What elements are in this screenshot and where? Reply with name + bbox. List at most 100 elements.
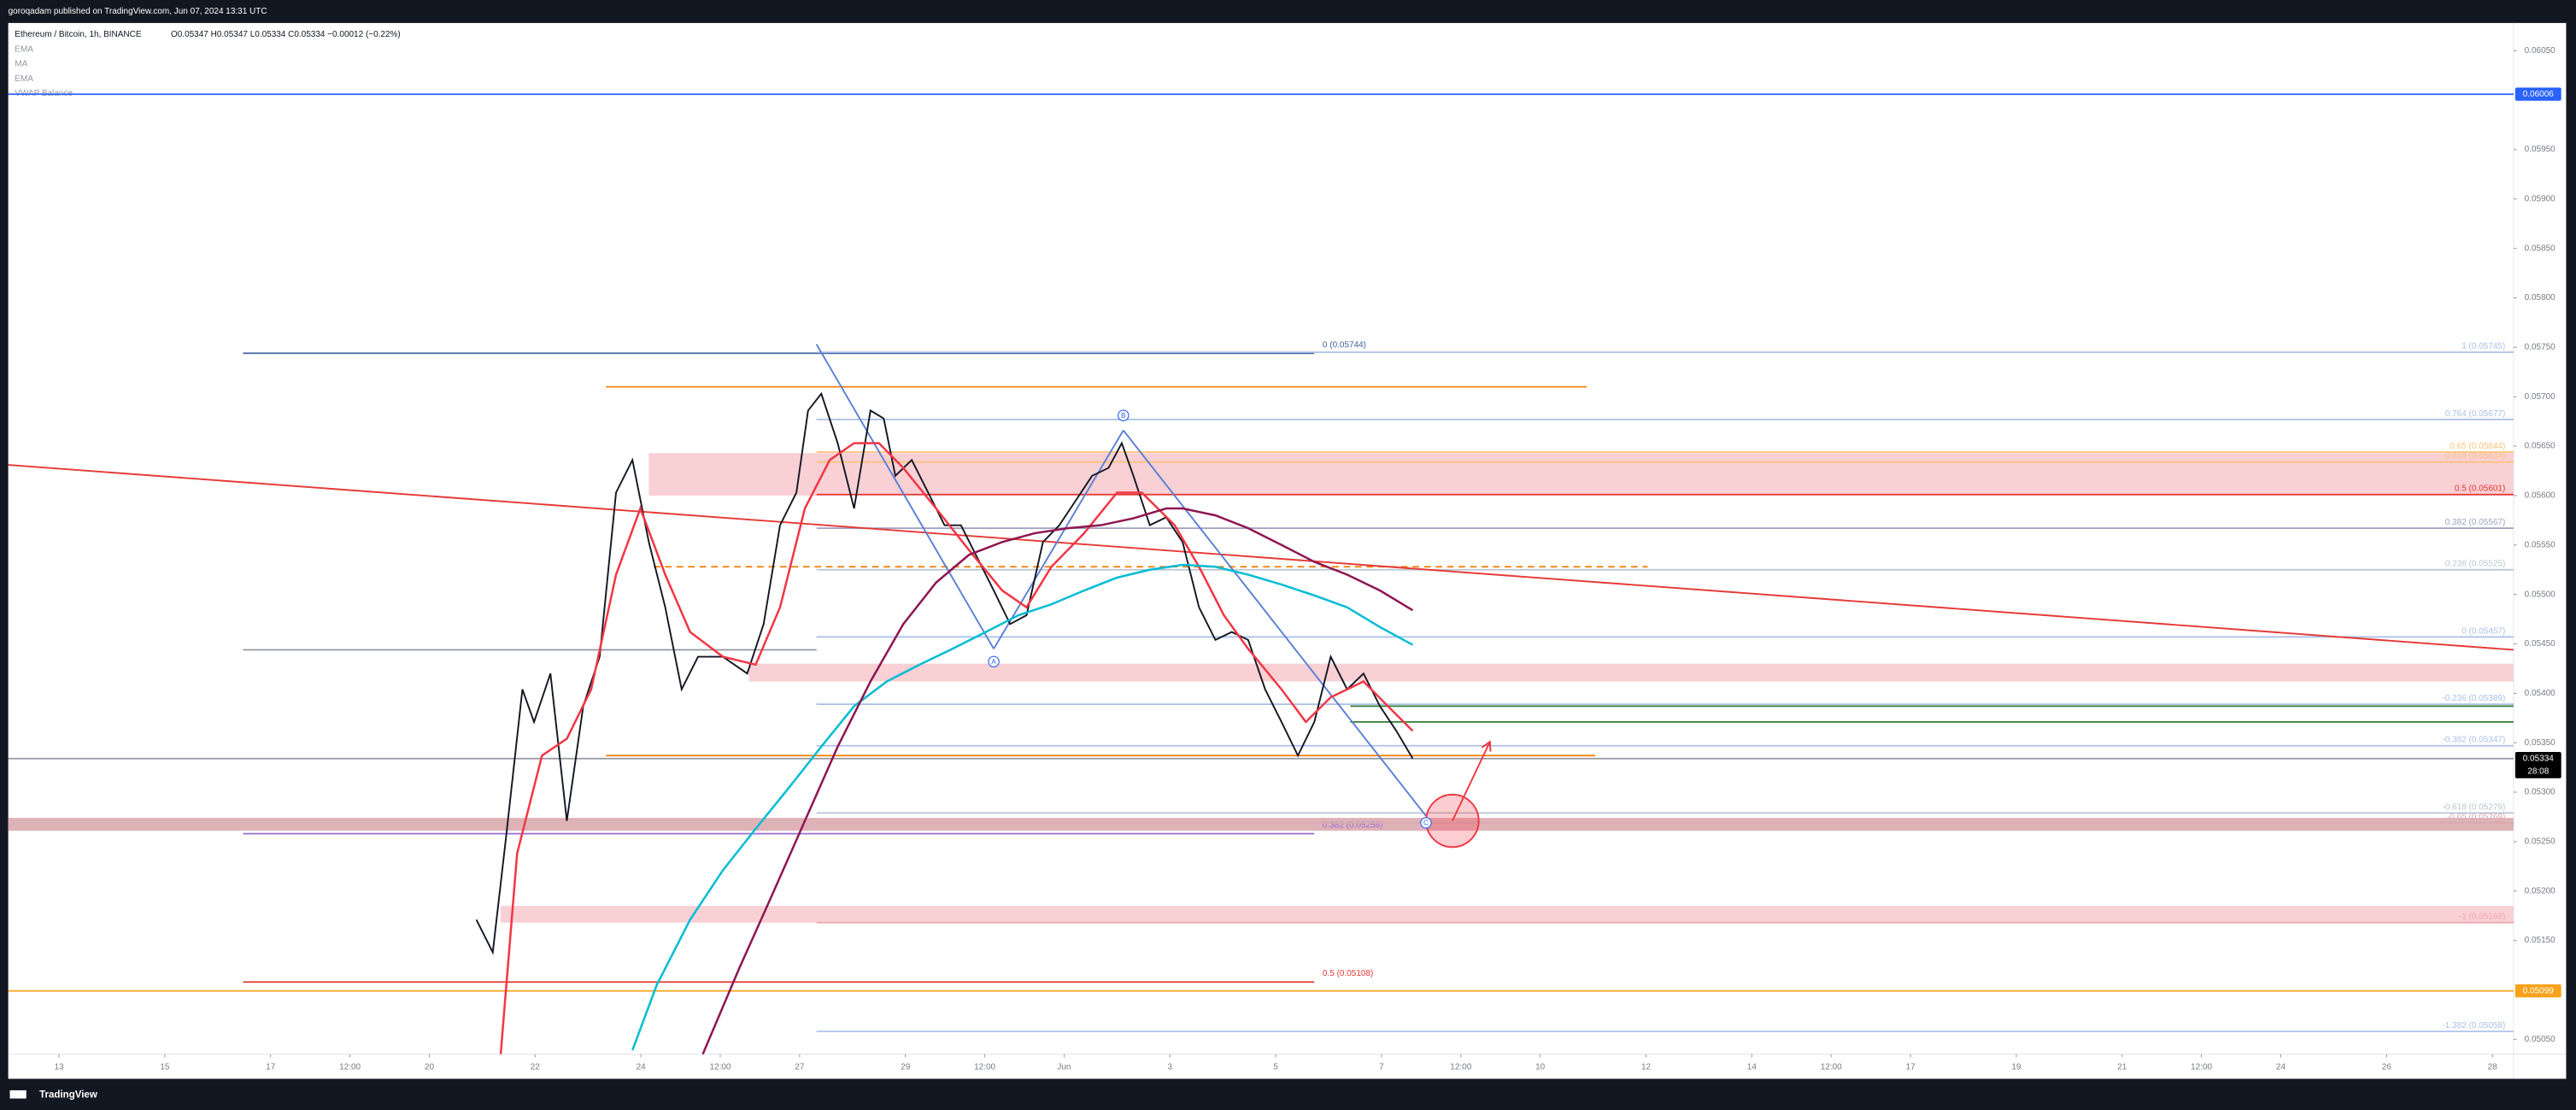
- wave-point: [988, 655, 1000, 668]
- arrow: [1452, 741, 1491, 822]
- y-tick-label: 0.05900: [2525, 194, 2556, 203]
- x-tick-label: 20: [425, 1063, 435, 1072]
- zone: [8, 818, 2514, 831]
- level-label: -1 (0.05168): [2459, 913, 2505, 922]
- indicator-line: [499, 442, 1414, 1054]
- y-tick-label: 0.05950: [2525, 145, 2556, 155]
- x-tick-label: 19: [2011, 1063, 2021, 1072]
- x-tick-label: Jun: [1057, 1063, 1071, 1072]
- indicator-label: MA: [15, 60, 27, 69]
- y-tick-label: 0.05200: [2525, 886, 2556, 896]
- wave-point: [1420, 817, 1432, 829]
- x-tick-label: 17: [1906, 1063, 1916, 1072]
- y-tick-label: 0.05500: [2525, 590, 2556, 599]
- x-tick-label: 17: [266, 1063, 276, 1072]
- x-tick-label: 15: [160, 1063, 170, 1072]
- y-tick-label: 0.05650: [2525, 442, 2556, 451]
- x-tick-label: 12:00: [709, 1063, 731, 1072]
- ohlc: O0.05347 H0.05347 L0.05334 C0.05334 −0.0…: [171, 30, 401, 39]
- indicator-label: EMA: [15, 74, 33, 84]
- indicator-line: [631, 563, 1414, 1051]
- x-tick-label: 3: [1167, 1063, 1172, 1072]
- y-tick-label: 0.05150: [2525, 936, 2556, 945]
- x-tick-label: 10: [1535, 1063, 1546, 1072]
- x-tick-label: 14: [1747, 1063, 1757, 1072]
- footer-brand[interactable]: TradingView: [39, 1090, 97, 1101]
- wave-label: B: [1121, 412, 1125, 420]
- level-label: 0.5 (0.05601): [2455, 485, 2505, 494]
- level-label: 0.618 (0.05634): [2445, 452, 2506, 461]
- level-label: -0.236 (0.05389): [2442, 694, 2505, 703]
- level-label: 0.382 (0.05258): [1323, 821, 1383, 831]
- level-label: 1 (0.05745): [2462, 342, 2505, 351]
- x-tick-label: 21: [2117, 1063, 2127, 1072]
- level-label: 0.236 (0.05525): [2445, 560, 2506, 569]
- wave-label: A: [991, 658, 996, 666]
- x-tick-label: 5: [1273, 1063, 1278, 1072]
- x-tick-label: 12:00: [1821, 1063, 1842, 1072]
- x-tick-label: 24: [637, 1063, 647, 1072]
- level-label: -0.65 (0.05269): [2447, 813, 2505, 822]
- zone: [501, 906, 2514, 923]
- y-tick-label: 0.05750: [2525, 343, 2556, 352]
- y-tick-label: 0.05550: [2525, 540, 2556, 549]
- x-tick-label: 12:00: [1450, 1063, 1471, 1072]
- target-circle: [1425, 793, 1480, 849]
- level-label: 0.5 (0.05108): [1323, 969, 1373, 978]
- panel: [8, 22, 2567, 1079]
- level-label: 0.382 (0.05567): [2445, 518, 2506, 527]
- x-tick-label: 27: [795, 1063, 805, 1072]
- x-tick-label: 13: [54, 1063, 64, 1072]
- level-label: 0 (0.05457): [2462, 626, 2505, 636]
- x-tick-label: 12: [1641, 1063, 1652, 1072]
- y-tick-label: 0.06050: [2525, 46, 2556, 56]
- level-label: 0 (0.05744): [1323, 340, 1366, 349]
- symbol-title: Ethereum / Bitcoin, 1h, BINANCE: [15, 30, 142, 39]
- level-label: -0.382 (0.05347): [2442, 736, 2505, 745]
- price-label: 0.06006: [2523, 90, 2555, 99]
- trend-line: [815, 344, 995, 649]
- level-label: -0.618 (0.05279): [2442, 802, 2505, 812]
- trend-line: [8, 464, 2514, 651]
- publisher: goroqadam published on TradingView.com, …: [9, 7, 267, 16]
- x-tick-label: 12:00: [339, 1063, 361, 1072]
- y-tick-label: 0.05600: [2525, 491, 2556, 501]
- indicator-line: [701, 507, 1414, 1055]
- x-tick-label: 7: [1379, 1063, 1384, 1072]
- trend-line: [993, 430, 1124, 649]
- price-label-box: [2514, 87, 2561, 101]
- trend-line: [1123, 429, 1427, 817]
- x-tick-label: 24: [2276, 1063, 2286, 1072]
- x-tick-label: 28: [2488, 1063, 2498, 1072]
- price-label: 0.05099: [2523, 986, 2555, 995]
- wave-label: C: [1423, 819, 1429, 827]
- x-tick-label: 29: [901, 1063, 911, 1072]
- y-tick-label: 0.05250: [2525, 837, 2556, 847]
- x-tick-label: 12:00: [2191, 1063, 2212, 1072]
- x-tick-label: 26: [2382, 1063, 2392, 1072]
- level-label: 0.764 (0.05677): [2445, 409, 2506, 419]
- y-tick-label: 0.05850: [2525, 244, 2556, 253]
- price-label: 0.05334: [2523, 754, 2555, 763]
- y-tick-label: 0.05400: [2525, 689, 2556, 698]
- price-timer: 28:08: [2527, 767, 2549, 777]
- wave-point: [1118, 409, 1130, 421]
- y-tick-label: 0.05350: [2525, 738, 2556, 748]
- level-label: -1.382 (0.05058): [2442, 1021, 2505, 1031]
- brand-logo: [9, 1089, 26, 1099]
- zone: [648, 453, 2514, 496]
- arrow-head: [1481, 740, 1492, 752]
- zone: [748, 663, 2514, 682]
- x-tick-label: 22: [531, 1063, 541, 1072]
- y-tick-label: 0.05300: [2525, 788, 2556, 797]
- level-label: 0.65 (0.05644): [2450, 442, 2505, 451]
- price-label-box: [2514, 984, 2561, 998]
- price-label-box: [2514, 752, 2561, 778]
- y-tick-label: 0.05450: [2525, 639, 2556, 649]
- indicator-label: EMA: [15, 44, 33, 54]
- y-tick-label: 0.05050: [2525, 1035, 2556, 1044]
- x-tick-label: 12:00: [974, 1063, 995, 1072]
- y-tick-label: 0.05700: [2525, 392, 2556, 402]
